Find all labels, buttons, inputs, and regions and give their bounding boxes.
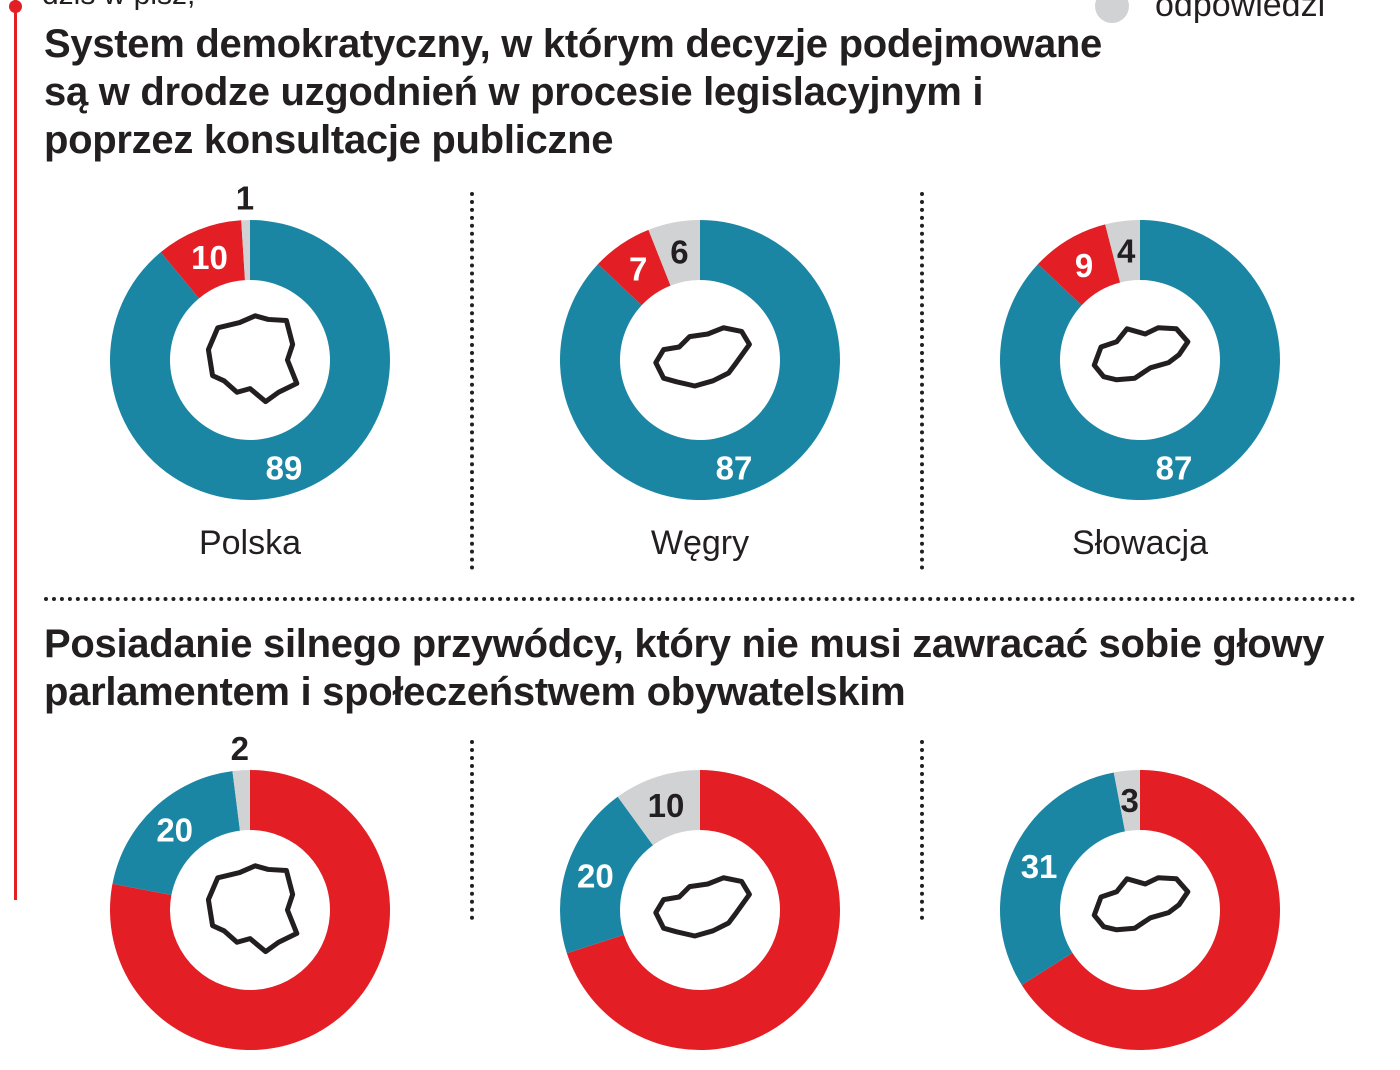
slice-value-label-red: 7 xyxy=(629,251,647,288)
donut-slice-gray xyxy=(241,220,250,281)
slice-value-label-gray: 10 xyxy=(648,787,685,824)
country-outline-icon xyxy=(1091,325,1191,383)
legend-label: odpowiedzi xyxy=(1155,0,1326,24)
slice-value-label-gray: 4 xyxy=(1117,232,1136,269)
slice-value-label-teal: 20 xyxy=(156,811,193,848)
donut-chart-polska-democracy: 89 101 xyxy=(109,180,390,500)
country-label-wegry: Węgry xyxy=(650,524,750,562)
country-outline-icon xyxy=(1091,875,1191,933)
donut-slice-red xyxy=(1037,224,1121,306)
cut-off-text: dziś w pisz, xyxy=(42,0,195,12)
column-separator xyxy=(470,740,474,920)
slice-value-label-teal: 31 xyxy=(1021,848,1058,885)
donut-slice-gray xyxy=(617,770,700,846)
donut-slice-gray xyxy=(1105,220,1140,283)
slice-value-label-red: 9 xyxy=(1075,247,1093,284)
column-separator xyxy=(470,192,474,570)
country-outline-icon xyxy=(653,325,752,389)
slice-value-label-red: 10 xyxy=(191,239,228,276)
donut-slice-red xyxy=(597,229,671,306)
section-title-strong-leader: Posiadanie silnego przywódcy, który nie … xyxy=(44,622,1325,714)
slice-value-label-teal: 87 xyxy=(1156,450,1193,487)
donut-slice-teal xyxy=(109,220,390,500)
donut-slice-gray xyxy=(648,220,700,286)
donut-chart-wegry-democracy: 87 7 6 xyxy=(560,220,840,500)
slice-value-label-teal: 87 xyxy=(716,450,753,487)
section-separator xyxy=(44,597,1356,601)
column-separator xyxy=(920,192,924,570)
donut-chart-polska-strong-leader: 20 2 xyxy=(110,730,391,1050)
donut-slice-teal xyxy=(1000,220,1280,500)
slice-value-label-gray: 2 xyxy=(231,730,249,767)
column-separator xyxy=(920,740,924,920)
donut-slice-gray xyxy=(232,770,250,831)
slice-value-label-gray: 6 xyxy=(670,233,688,270)
donut-slice-red xyxy=(160,220,245,299)
legend-gray-swatch xyxy=(1095,0,1129,23)
country-label-polska: Polska xyxy=(198,524,302,562)
slice-value-label-gray: 1 xyxy=(236,180,254,217)
red-vertical-rule xyxy=(14,0,17,900)
legend-item-no-answer: odpowiedzi xyxy=(1095,0,1325,25)
red-rule-dot xyxy=(9,0,22,13)
section-title-democracy: System demokratyczny, w którym decyzje p… xyxy=(44,22,1102,162)
donut-slice-teal xyxy=(112,771,240,896)
slice-value-label-teal: 20 xyxy=(577,858,614,895)
country-outline-icon xyxy=(653,875,752,939)
country-outline-icon xyxy=(205,863,300,955)
donut-chart-slowacja-democracy: 87 9 4 xyxy=(1000,220,1280,500)
slice-value-label-gray: 3 xyxy=(1120,782,1138,819)
slice-value-label-teal: 89 xyxy=(266,450,303,487)
donut-slice-gray xyxy=(1113,770,1140,832)
donut-slice-teal xyxy=(1000,772,1126,986)
country-label-slowacja: Słowacja xyxy=(1071,524,1209,562)
donut-chart-slowacja-strong-leader: 31 3 xyxy=(1000,770,1280,1050)
country-outline-icon xyxy=(205,313,300,405)
donut-slice-teal xyxy=(560,220,840,500)
